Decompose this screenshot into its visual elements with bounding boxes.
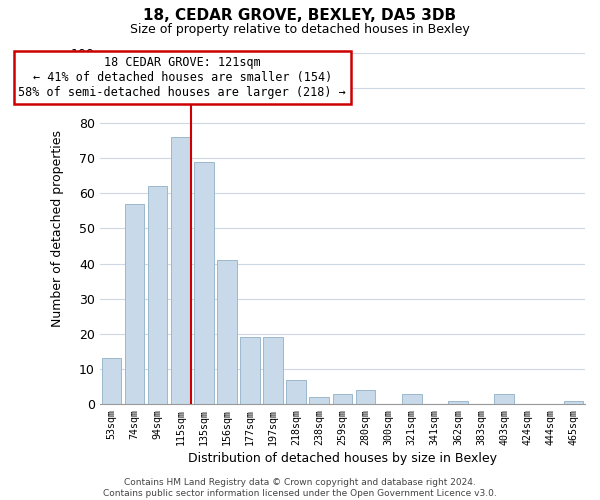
Bar [194,162,214,404]
Bar [402,394,422,404]
Bar [332,394,352,404]
Text: Contains HM Land Registry data © Crown copyright and database right 2024.
Contai: Contains HM Land Registry data © Crown c… [103,478,497,498]
Text: 18 CEDAR GROVE: 121sqm
← 41% of detached houses are smaller (154)
58% of semi-de: 18 CEDAR GROVE: 121sqm ← 41% of detached… [19,56,346,99]
Text: 18, CEDAR GROVE, BEXLEY, DA5 3DB: 18, CEDAR GROVE, BEXLEY, DA5 3DB [143,8,457,22]
X-axis label: Distribution of detached houses by size in Bexley: Distribution of detached houses by size … [188,452,497,465]
Bar [263,338,283,404]
Bar [240,338,260,404]
Bar [101,358,121,404]
Bar [125,204,144,404]
Bar [171,137,191,404]
Bar [310,397,329,404]
Bar [286,380,306,404]
Bar [356,390,376,404]
Y-axis label: Number of detached properties: Number of detached properties [51,130,64,327]
Text: Size of property relative to detached houses in Bexley: Size of property relative to detached ho… [130,22,470,36]
Bar [217,260,237,404]
Bar [494,394,514,404]
Bar [563,400,583,404]
Bar [448,400,468,404]
Bar [148,186,167,404]
